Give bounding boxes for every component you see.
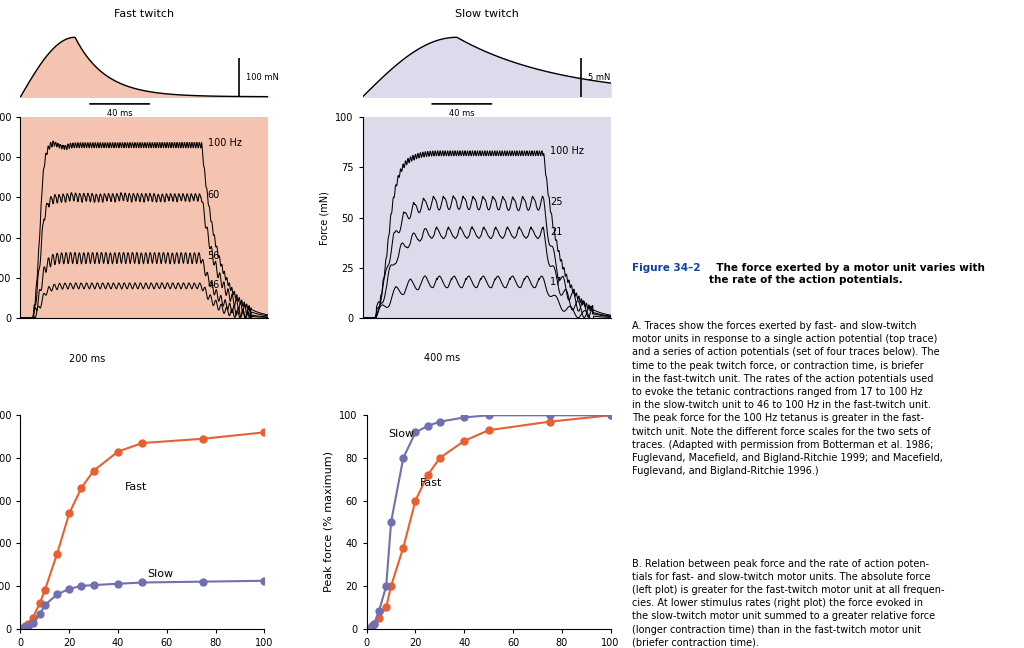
Title: Fast twitch: Fast twitch xyxy=(115,10,174,19)
Text: 100 Hz: 100 Hz xyxy=(550,146,584,156)
Text: Figure 34–2: Figure 34–2 xyxy=(632,263,700,273)
Text: 46: 46 xyxy=(208,280,220,290)
Text: The force exerted by a motor unit varies with
the rate of the action potentials.: The force exerted by a motor unit varies… xyxy=(709,263,985,284)
Text: B. Relation between peak force and the rate of action poten-
tials for fast- and: B. Relation between peak force and the r… xyxy=(632,559,945,648)
Text: 40 ms: 40 ms xyxy=(106,109,132,118)
Text: 60: 60 xyxy=(208,191,220,200)
Y-axis label: Peak force (% maximum): Peak force (% maximum) xyxy=(324,452,334,592)
Text: 21: 21 xyxy=(550,227,562,237)
Text: 100 mN: 100 mN xyxy=(246,73,279,82)
Y-axis label: Force (mN): Force (mN) xyxy=(319,191,330,244)
Text: 100 Hz: 100 Hz xyxy=(208,138,242,148)
Text: 56: 56 xyxy=(208,251,220,260)
Text: 5 mN: 5 mN xyxy=(588,73,610,82)
Text: 400 ms: 400 ms xyxy=(424,353,460,363)
Text: Fast: Fast xyxy=(125,482,147,492)
Text: Slow: Slow xyxy=(389,428,415,439)
Text: Slow: Slow xyxy=(147,568,173,579)
Text: 200 ms: 200 ms xyxy=(70,354,105,364)
Title: Slow twitch: Slow twitch xyxy=(455,10,518,19)
Text: Fast: Fast xyxy=(421,478,442,488)
Text: 17: 17 xyxy=(550,277,562,287)
Text: 40 ms: 40 ms xyxy=(449,109,474,118)
Text: 25: 25 xyxy=(550,196,562,207)
Text: A. Traces show the forces exerted by fast- and slow-twitch
motor units in respon: A. Traces show the forces exerted by fas… xyxy=(632,321,943,476)
